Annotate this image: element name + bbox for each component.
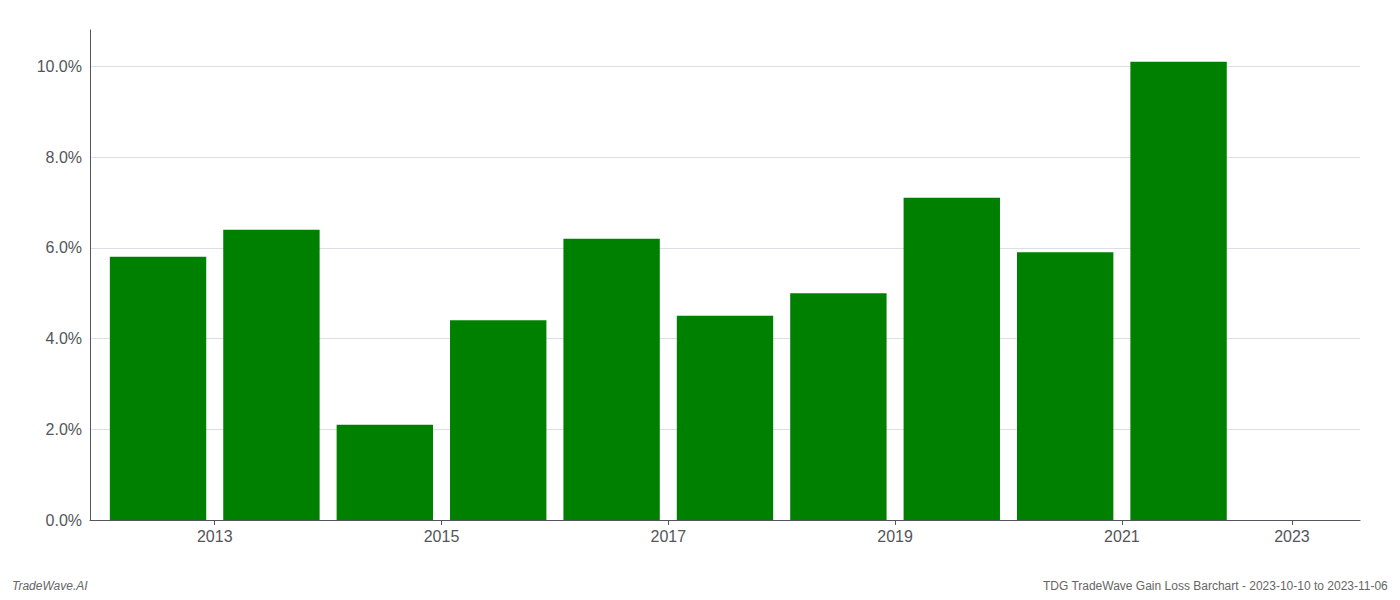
svg-text:8.0%: 8.0%: [46, 149, 82, 166]
svg-text:2019: 2019: [877, 528, 913, 545]
svg-text:2.0%: 2.0%: [46, 421, 82, 438]
svg-text:10.0%: 10.0%: [37, 58, 82, 75]
svg-text:2015: 2015: [424, 528, 460, 545]
svg-text:2023: 2023: [1274, 528, 1310, 545]
svg-text:TDG TradeWave Gain Loss Barcha: TDG TradeWave Gain Loss Barchart - 2023-…: [1043, 579, 1388, 593]
svg-text:2021: 2021: [1104, 528, 1140, 545]
svg-text:2013: 2013: [197, 528, 233, 545]
svg-text:4.0%: 4.0%: [46, 330, 82, 347]
svg-text:0.0%: 0.0%: [46, 512, 82, 529]
svg-text:6.0%: 6.0%: [46, 239, 82, 256]
svg-text:2017: 2017: [651, 528, 687, 545]
svg-text:TradeWave.AI: TradeWave.AI: [12, 579, 88, 593]
